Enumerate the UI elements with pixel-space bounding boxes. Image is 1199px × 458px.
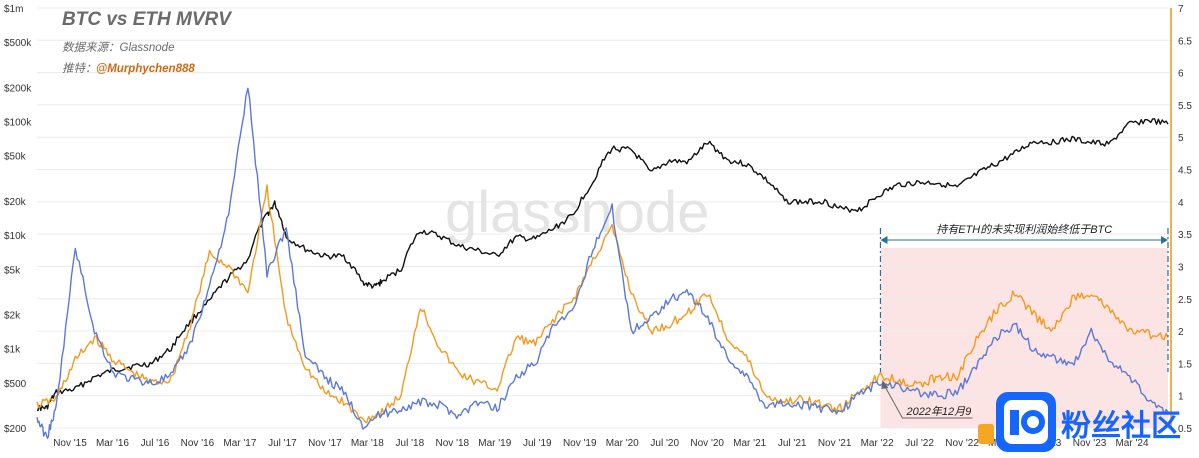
x-tick: Mar '18 (351, 438, 384, 449)
x-tick: Jul '16 (141, 438, 170, 449)
series-line-eth-mvrv (36, 184, 1169, 424)
date-annotation-arrowhead (881, 380, 889, 389)
y-left-tick: $100k (4, 118, 32, 129)
y-left-tick: $200k (4, 83, 32, 94)
y-right-tick: 7 (1178, 4, 1184, 15)
x-tick: Nov '23 (1073, 438, 1107, 449)
series-line-btc-mvrv (36, 87, 1169, 439)
x-tick: Nov '17 (308, 438, 342, 449)
x-tick: Mar '17 (223, 438, 256, 449)
span-arrow-head-right (1161, 236, 1168, 244)
source-label: 数据来源：Glassnode (62, 41, 174, 54)
x-tick: Nov '18 (436, 438, 470, 449)
y-left-tick: $200 (4, 424, 27, 435)
date-annotation-arrow (882, 381, 973, 419)
y-left-tick: $500k (4, 38, 32, 49)
y-right-tick: 0.5 (1178, 424, 1192, 435)
y-right-tick: 5.5 (1178, 101, 1192, 112)
y-right-tick: 1.5 (1178, 359, 1192, 370)
y-left-tick: $1m (4, 4, 23, 15)
series-line-btc-price (36, 118, 1169, 412)
x-tick: Mar '21 (733, 438, 766, 449)
y-right-tick: 3.5 (1178, 230, 1192, 241)
y-axis-right: 0.5 1 1.5 2 2.5 3 3.5 4 4.5 5 5.5 6 6.5 7 (1178, 4, 1192, 435)
y-right-tick: 4 (1178, 198, 1184, 209)
badge-accent (978, 424, 994, 444)
author-handle: @Murphychen888 (96, 63, 195, 75)
y-right-tick: 6 (1178, 69, 1184, 80)
y-right-tick: 3 (1178, 262, 1184, 273)
x-tick: Jul '17 (268, 438, 297, 449)
x-tick: Jul '20 (650, 438, 679, 449)
x-tick: Nov '22 (945, 438, 979, 449)
y-axis-left: $200 $500 $1k $2k $5k $10k $20k $50k $100k $200k $… (4, 4, 32, 435)
x-tick: Mar '22 (861, 438, 894, 449)
y-right-tick: 2 (1178, 327, 1184, 338)
y-left-tick: $5k (4, 265, 21, 276)
x-tick: Mar '16 (96, 438, 129, 449)
x-tick: Nov '15 (53, 438, 87, 449)
logo-icon (996, 392, 1056, 452)
chart-title: BTC vs ETH MVRV (62, 9, 232, 30)
x-tick: Mar '19 (478, 438, 511, 449)
y-left-tick: $20k (4, 197, 27, 208)
fans-badge: 粉丝社区 (978, 392, 1181, 452)
y-left-tick: $10k (4, 231, 27, 242)
y-right-tick: 2.5 (1178, 295, 1192, 306)
x-tick: Nov '21 (818, 438, 852, 449)
x-tick: Nov '16 (181, 438, 215, 449)
x-tick: Nov '19 (563, 438, 597, 449)
author-prefix: 推特： (62, 62, 97, 75)
x-tick: Jul '18 (396, 438, 425, 449)
x-tick: Jul '22 (905, 438, 934, 449)
y-right-tick: 1 (1178, 392, 1184, 403)
y-left-tick: $2k (4, 310, 21, 321)
x-tick: Jul '19 (523, 438, 552, 449)
x-tick: Jul '21 (778, 438, 807, 449)
badge-text: 粉丝社区 (1061, 410, 1181, 443)
y-right-tick: 5 (1178, 133, 1184, 144)
x-axis: Nov '15 Mar '16 Jul '16 Nov '16 Mar '17 Jul '… (53, 438, 1149, 449)
series-layer (36, 87, 1169, 439)
date-annotation: 2022年12月9 (905, 405, 971, 418)
y-left-tick: $500 (4, 379, 27, 390)
x-tick: Mar '20 (606, 438, 639, 449)
x-tick: Mar '24 (1115, 438, 1148, 449)
y-right-tick: 6.5 (1178, 36, 1192, 47)
y-left-tick: $1k (4, 345, 21, 356)
y-right-tick: 4.5 (1178, 166, 1192, 177)
watermark: glassnode (445, 180, 709, 245)
x-tick: Nov '20 (690, 438, 724, 449)
span-arrow-head-left (880, 236, 888, 244)
span-annotation: 持有ETH的未实现利润始终低于BTC (936, 223, 1112, 236)
y-left-tick: $50k (4, 152, 27, 163)
